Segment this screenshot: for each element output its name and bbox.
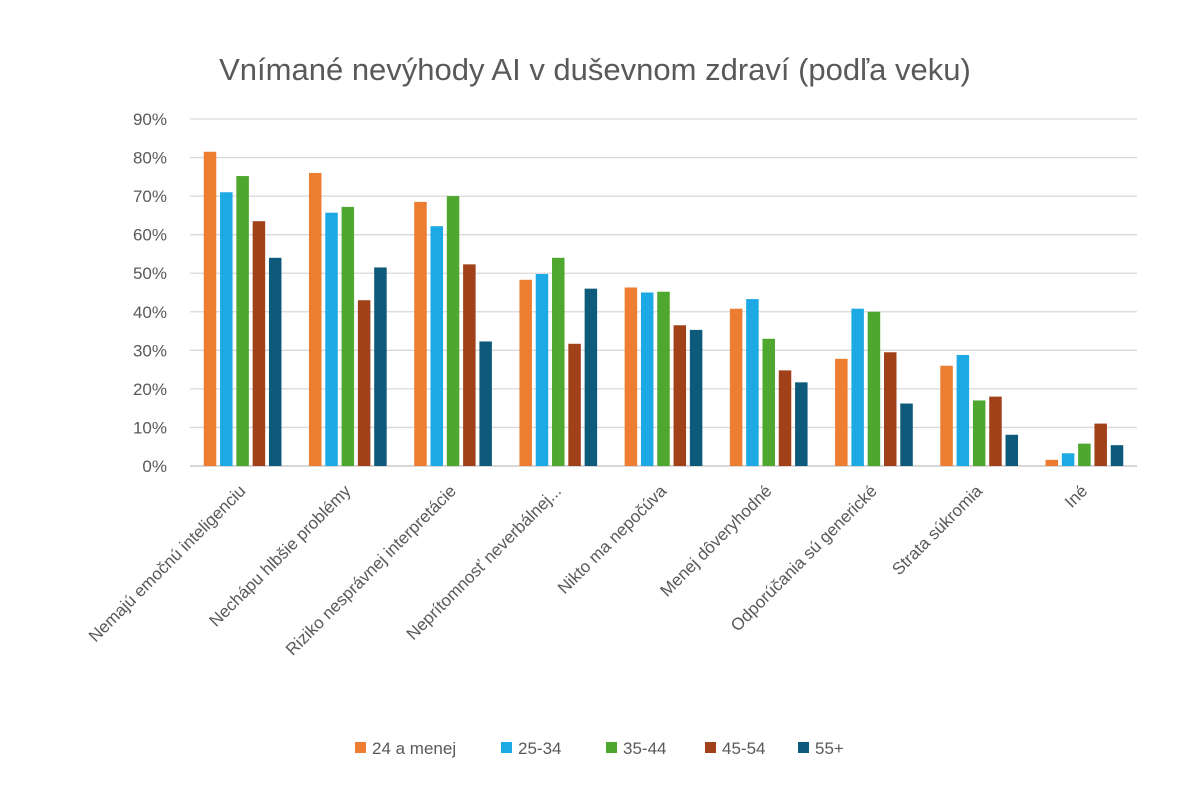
y-tick-label: 50% bbox=[133, 264, 167, 283]
y-tick-label: 10% bbox=[133, 418, 167, 437]
bar bbox=[972, 400, 986, 466]
bar bbox=[252, 221, 266, 466]
bar bbox=[325, 212, 338, 466]
bar bbox=[236, 176, 249, 466]
bar bbox=[867, 311, 881, 466]
bar bbox=[446, 196, 460, 466]
bar bbox=[552, 257, 565, 466]
bar bbox=[835, 358, 848, 466]
bar bbox=[689, 329, 703, 466]
bar bbox=[220, 192, 233, 466]
legend-label: 24 a menej bbox=[372, 739, 456, 758]
bar bbox=[746, 299, 759, 466]
y-tick-label: 60% bbox=[133, 226, 167, 245]
legend-label: 45-54 bbox=[722, 739, 765, 758]
x-category-label: Iné bbox=[1061, 481, 1091, 511]
legend-label: 55+ bbox=[815, 739, 844, 758]
legend-swatch bbox=[355, 742, 366, 753]
bar bbox=[584, 288, 598, 466]
bar bbox=[1005, 434, 1019, 466]
bar bbox=[430, 226, 444, 466]
chart-title: Vnímané nevýhody AI v duševnom zdraví (p… bbox=[219, 52, 971, 87]
bar bbox=[883, 352, 897, 466]
y-axis-ticks: 0% 10% 20% 30% 40% 50% 60% 70% 80% 90% bbox=[133, 110, 167, 476]
y-tick-label: 80% bbox=[133, 149, 167, 168]
bar bbox=[640, 292, 654, 466]
bar bbox=[414, 201, 427, 466]
bar bbox=[940, 365, 953, 466]
y-tick-label: 40% bbox=[133, 303, 167, 322]
bar bbox=[374, 267, 387, 466]
bar bbox=[673, 325, 687, 466]
bar bbox=[463, 264, 476, 466]
bar bbox=[657, 291, 670, 466]
bar bbox=[1061, 453, 1075, 466]
y-tick-label: 90% bbox=[133, 110, 167, 129]
bar bbox=[268, 257, 282, 466]
legend-label: 35-44 bbox=[623, 739, 666, 758]
y-tick-label: 20% bbox=[133, 380, 167, 399]
bar bbox=[851, 308, 864, 466]
bar bbox=[1110, 445, 1124, 466]
bar bbox=[795, 382, 808, 466]
x-category-label: Menej dôveryhodné bbox=[657, 481, 776, 600]
y-tick-label: 30% bbox=[133, 341, 167, 360]
x-category-label: Riziko nesprávnej interpretácie bbox=[282, 481, 460, 659]
bar bbox=[989, 396, 1002, 466]
bar bbox=[357, 300, 371, 466]
bar bbox=[519, 279, 532, 466]
legend-swatch bbox=[606, 742, 617, 753]
legend-swatch bbox=[705, 742, 716, 753]
bar bbox=[900, 403, 913, 466]
y-tick-label: 0% bbox=[142, 457, 167, 476]
y-tick-label: 70% bbox=[133, 187, 167, 206]
bar bbox=[341, 206, 355, 466]
legend-swatch bbox=[798, 742, 809, 753]
bar bbox=[1045, 459, 1059, 466]
bar bbox=[624, 287, 638, 466]
bar bbox=[729, 308, 743, 466]
bar bbox=[568, 343, 581, 466]
bar bbox=[956, 354, 970, 466]
legend-label: 25-34 bbox=[518, 739, 561, 758]
bar bbox=[203, 151, 217, 466]
bars bbox=[203, 151, 1124, 466]
x-category-label: Strata súkromia bbox=[888, 481, 986, 579]
bar bbox=[308, 172, 322, 466]
legend: 24 a menej 25-34 35-44 45-54 55+ bbox=[355, 739, 844, 758]
bar bbox=[535, 273, 549, 466]
legend-swatch bbox=[501, 742, 512, 753]
bar bbox=[778, 370, 792, 466]
bar bbox=[762, 338, 775, 466]
bar bbox=[479, 341, 492, 466]
bar bbox=[1094, 423, 1107, 466]
x-category-label: Nikto ma nepočúva bbox=[554, 481, 671, 598]
bar bbox=[1078, 443, 1091, 466]
